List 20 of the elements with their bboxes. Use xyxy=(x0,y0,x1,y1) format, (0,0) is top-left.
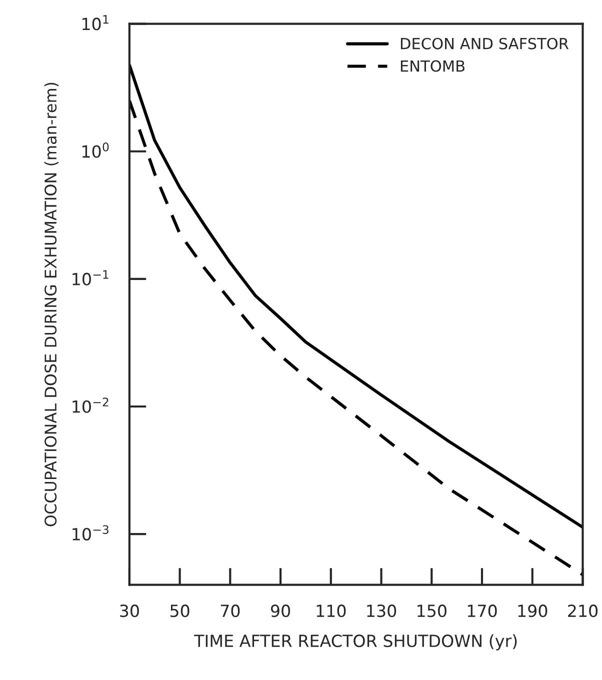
y-tick-label: 10$^{−1}$ xyxy=(72,270,108,286)
x-axis-title: TIME AFTER REACTOR SHUTDOWN (yr) xyxy=(194,634,517,650)
x-tick-label: 130 xyxy=(367,604,396,618)
x-tick-label: 110 xyxy=(316,604,346,618)
x-tick-label: 90 xyxy=(270,604,290,618)
y-tick-label: 10$^{0}$ xyxy=(82,142,109,158)
x-tick-label: 70 xyxy=(220,604,240,618)
y-tick-label: 10$^{−3}$ xyxy=(72,525,108,540)
legend-label: DECON AND SAFSTOR xyxy=(400,38,569,50)
legend-label: ENTOMB xyxy=(400,60,464,72)
x-tick-label: 150 xyxy=(418,604,446,618)
line-series xyxy=(129,99,583,576)
x-tick-label: 50 xyxy=(170,604,190,618)
x-tick-label: 190 xyxy=(518,604,548,618)
y-tick-label: 10$^{1}$ xyxy=(82,15,108,30)
y-tick-label: 10$^{−2}$ xyxy=(72,398,108,413)
x-tick-label: 30 xyxy=(120,604,139,618)
x-tick-label: 170 xyxy=(468,604,497,618)
y-axis-title: OCCUPATIONAL DOSE DURING EXHUMATION (man-rem) xyxy=(44,82,58,526)
x-tick-label: 210 xyxy=(568,604,598,618)
